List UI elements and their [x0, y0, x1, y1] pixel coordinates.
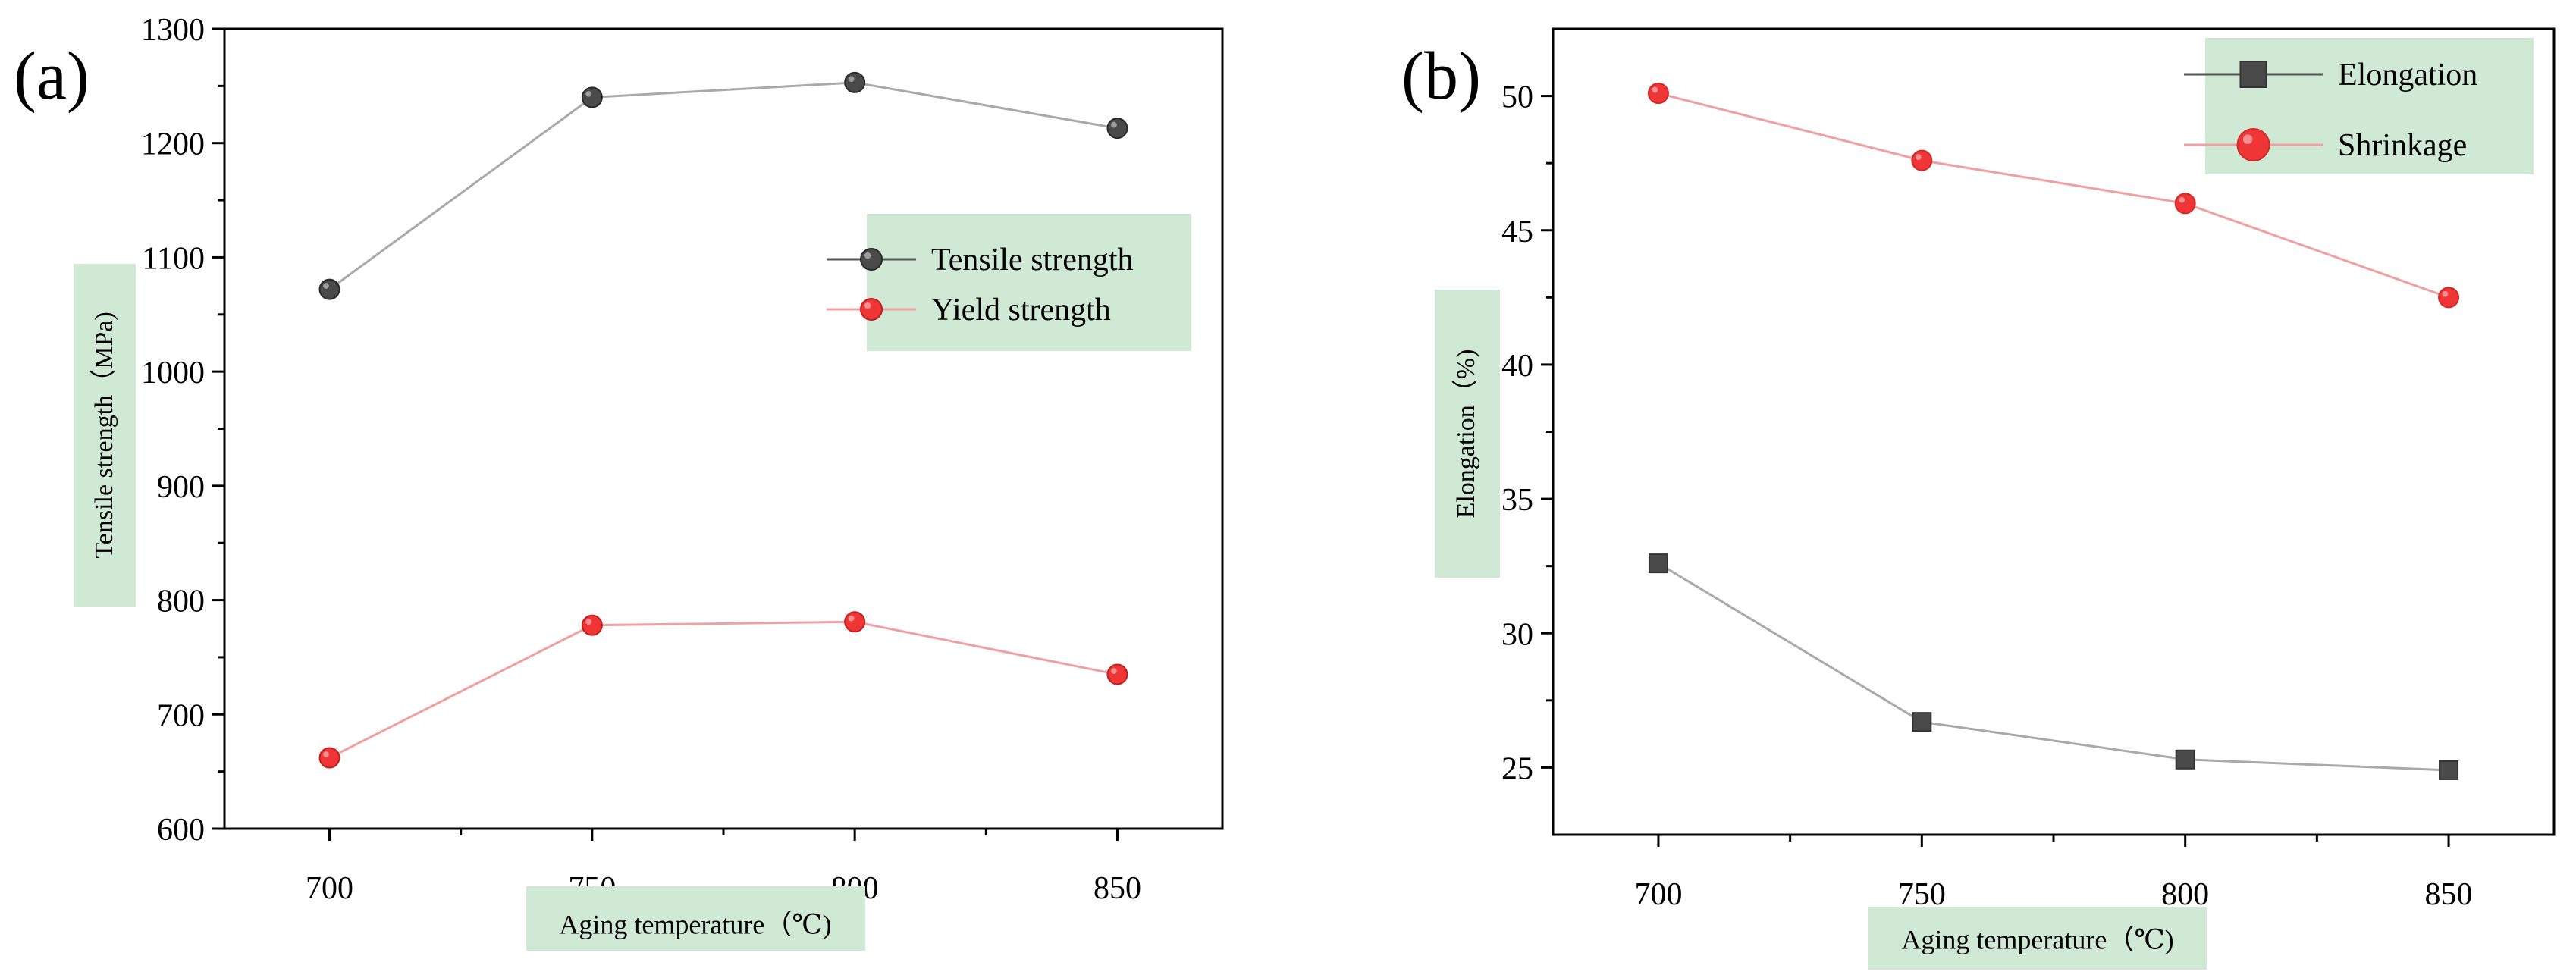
y-tick-label: 1000: [141, 356, 205, 390]
data-point-highlight: [323, 283, 329, 289]
x-axis-title-highlight: [526, 886, 865, 951]
legend-marker-highlight: [864, 252, 871, 259]
x-axis-title: Aging temperature（℃): [1901, 924, 2173, 954]
panel-label: (b): [1401, 39, 1481, 114]
data-point-highlight: [585, 619, 592, 625]
x-tick-label: 800: [2161, 877, 2209, 912]
series-line-shrinkage: [1658, 92, 2449, 299]
data-point: [1106, 118, 1128, 139]
series-line-tensile-strength: [328, 81, 1118, 290]
data-point: [581, 86, 603, 108]
legend-marker: [860, 248, 883, 271]
x-tick-label: 700: [306, 871, 353, 906]
y-tick-label: 1100: [143, 241, 205, 276]
data-point-highlight: [848, 615, 855, 622]
y-tick-label: 50: [1501, 80, 1533, 115]
data-point: [1648, 553, 1668, 574]
data-point-highlight: [1915, 154, 1922, 160]
y-tick-label: 25: [1501, 751, 1533, 786]
y-tick-label: 35: [1501, 483, 1533, 518]
data-point: [1912, 712, 1932, 732]
y-tick-label: 40: [1501, 349, 1533, 384]
y-tick-label: 1300: [141, 13, 205, 48]
legend-label: Tensile strength: [931, 243, 1134, 277]
data-point-highlight: [1111, 668, 1117, 674]
data-point: [844, 71, 866, 93]
data-point: [1106, 663, 1128, 685]
data-point: [581, 614, 603, 636]
y-axis-title-highlight: [74, 264, 136, 607]
chart-panel-b: (b) 25 30 35 40 45 50 700 750 800 850 Elongation（%)…: [1401, 27, 2556, 970]
y-axis-title: Elongation（%): [1451, 350, 1480, 519]
data-point-highlight: [2442, 290, 2449, 297]
data-point: [844, 611, 866, 633]
y-tick-label: 700: [157, 698, 205, 733]
x-axis-title-highlight: [1868, 907, 2207, 970]
data-point-highlight: [1111, 121, 1117, 128]
x-tick-label: 850: [1093, 871, 1141, 906]
x-tick-label: 750: [1898, 877, 1946, 912]
legend-marker-highlight: [864, 302, 871, 309]
data-point-highlight: [323, 751, 329, 757]
data-point: [2438, 287, 2460, 309]
y-tick-label: 800: [157, 585, 205, 619]
data-point-highlight: [585, 90, 592, 97]
legend-highlight: [867, 214, 1191, 351]
series-line-elongation: [1658, 562, 2449, 772]
y-tick-label: 900: [157, 470, 205, 505]
y-tick-label: 1200: [141, 127, 205, 162]
data-point: [318, 747, 340, 769]
legend-marker: [860, 298, 883, 321]
x-tick-label: 850: [2425, 877, 2473, 912]
legend-marker: [2236, 128, 2270, 161]
data-point-highlight: [1652, 86, 1658, 93]
legend-label: Shrinkage: [2338, 128, 2467, 163]
legend-label: Elongation: [2338, 58, 2477, 92]
data-point-highlight: [2179, 196, 2185, 203]
data-point: [2174, 193, 2196, 215]
data-point: [2439, 760, 2459, 780]
x-axis-title: Aging temperature（℃): [559, 909, 831, 939]
chart-panel-a: (a)6007008009001000110012001300700750800…: [14, 13, 1224, 951]
data-point: [2175, 749, 2195, 770]
data-point-highlight: [848, 76, 855, 83]
data-point: [318, 278, 340, 300]
data-point: [1647, 83, 1669, 105]
series-line-yield-strength: [328, 620, 1118, 759]
legend-marker: [2239, 61, 2267, 88]
data-point: [1911, 149, 1933, 171]
y-tick-label: 45: [1501, 215, 1533, 249]
legend-label: Yield strength: [931, 293, 1111, 328]
y-tick-label: 600: [157, 813, 205, 848]
panel-label: (a): [14, 39, 89, 114]
y-axis-title: Tensile strength（MPa): [89, 312, 118, 558]
plot-frame: [223, 27, 1224, 830]
y-tick-label: 30: [1501, 617, 1533, 652]
legend-marker-highlight: [2242, 134, 2253, 144]
y-axis-title-highlight: [1435, 290, 1500, 578]
x-tick-label: 700: [1634, 877, 1682, 912]
